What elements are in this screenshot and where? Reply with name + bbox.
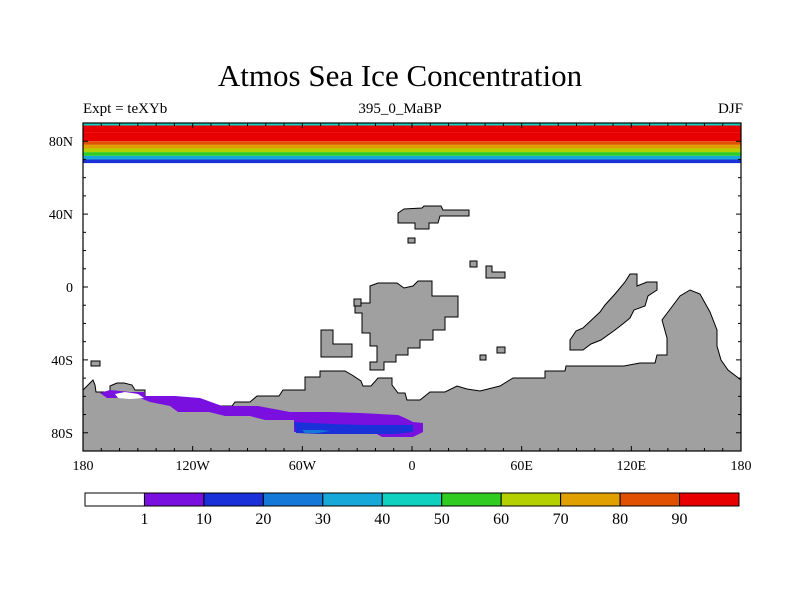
chart-title: Atmos Sea Ice Concentration bbox=[217, 58, 583, 93]
colorbar-label: 1 bbox=[140, 511, 148, 528]
sea-ice-gap bbox=[115, 392, 144, 399]
y-tick-label: 40N bbox=[49, 208, 73, 223]
land-western-islet bbox=[90, 360, 101, 367]
x-tick-label: 180 bbox=[731, 459, 752, 474]
x-tick-label: 120E bbox=[617, 459, 647, 474]
land-se-peninsula bbox=[569, 273, 658, 351]
land-north-islet-1 bbox=[407, 237, 416, 244]
x-tick-label: 60E bbox=[510, 459, 533, 474]
colorbar-label: 70 bbox=[553, 511, 569, 528]
subtitle-left: Expt = teXYb bbox=[83, 101, 168, 117]
colorbar-label: 50 bbox=[434, 511, 450, 528]
map-layer bbox=[82, 123, 742, 452]
colorbar-swatch bbox=[560, 492, 621, 507]
x-tick-label: 60W bbox=[289, 459, 317, 474]
colorbar-swatch bbox=[381, 492, 443, 507]
land-east-islet-2 bbox=[496, 346, 506, 354]
arctic-ice-band bbox=[83, 144, 741, 149]
x-tick-label: 120W bbox=[176, 459, 211, 474]
colorbar-label: 10 bbox=[196, 511, 212, 528]
colorbar-swatch bbox=[322, 492, 383, 507]
land-west-block bbox=[320, 329, 353, 358]
arctic-ice-band bbox=[83, 141, 741, 145]
southern-sea-ice-high bbox=[302, 430, 330, 433]
colorbar-label: 90 bbox=[672, 511, 688, 528]
land-africa-america-block bbox=[354, 280, 459, 371]
land-north-islet-3 bbox=[485, 265, 506, 279]
arctic-ice-band bbox=[83, 152, 741, 156]
colorbar-swatch bbox=[679, 492, 740, 507]
arctic-ice-band bbox=[83, 148, 741, 153]
y-tick-label: 0 bbox=[66, 281, 73, 296]
colorbar-swatch bbox=[619, 492, 681, 507]
colorbar-swatch bbox=[84, 492, 145, 507]
y-tick-label: 40S bbox=[51, 354, 73, 369]
x-tick-label: 180 bbox=[73, 459, 94, 474]
colorbar-label: 40 bbox=[374, 511, 390, 528]
land-north-continent bbox=[397, 205, 470, 230]
land-north-islet-2 bbox=[469, 260, 478, 268]
y-tick-label: 80N bbox=[49, 135, 73, 150]
colorbar-swatch bbox=[441, 492, 502, 507]
subtitle-center: 395_0_MaBP bbox=[358, 101, 442, 117]
colorbar-label: 20 bbox=[255, 511, 271, 528]
colorbar-swatch bbox=[262, 492, 324, 507]
colorbar: 1 10 20 30 40 50 60 70 80 90 bbox=[84, 492, 740, 528]
land-mid-islet bbox=[353, 298, 362, 307]
colorbar-swatch bbox=[203, 492, 264, 507]
land-east-islet bbox=[479, 354, 487, 361]
colorbar-swatch bbox=[500, 492, 562, 507]
arctic-ice-band bbox=[83, 159, 741, 164]
arctic-ice-band bbox=[83, 132, 741, 142]
colorbar-label: 30 bbox=[315, 511, 331, 528]
y-tick-label: 80S bbox=[51, 427, 73, 442]
subtitle-right: DJF bbox=[717, 101, 743, 117]
colorbar-label: 60 bbox=[493, 511, 509, 528]
axis-layer: 180 120W 60W 0 60E 120E 180 80N 40N 0 40S 80S bbox=[49, 122, 752, 474]
arctic-ice-band bbox=[83, 155, 741, 160]
colorbar-swatch bbox=[143, 492, 205, 507]
x-tick-label: 0 bbox=[409, 459, 416, 474]
colorbar-label: 80 bbox=[612, 511, 628, 528]
